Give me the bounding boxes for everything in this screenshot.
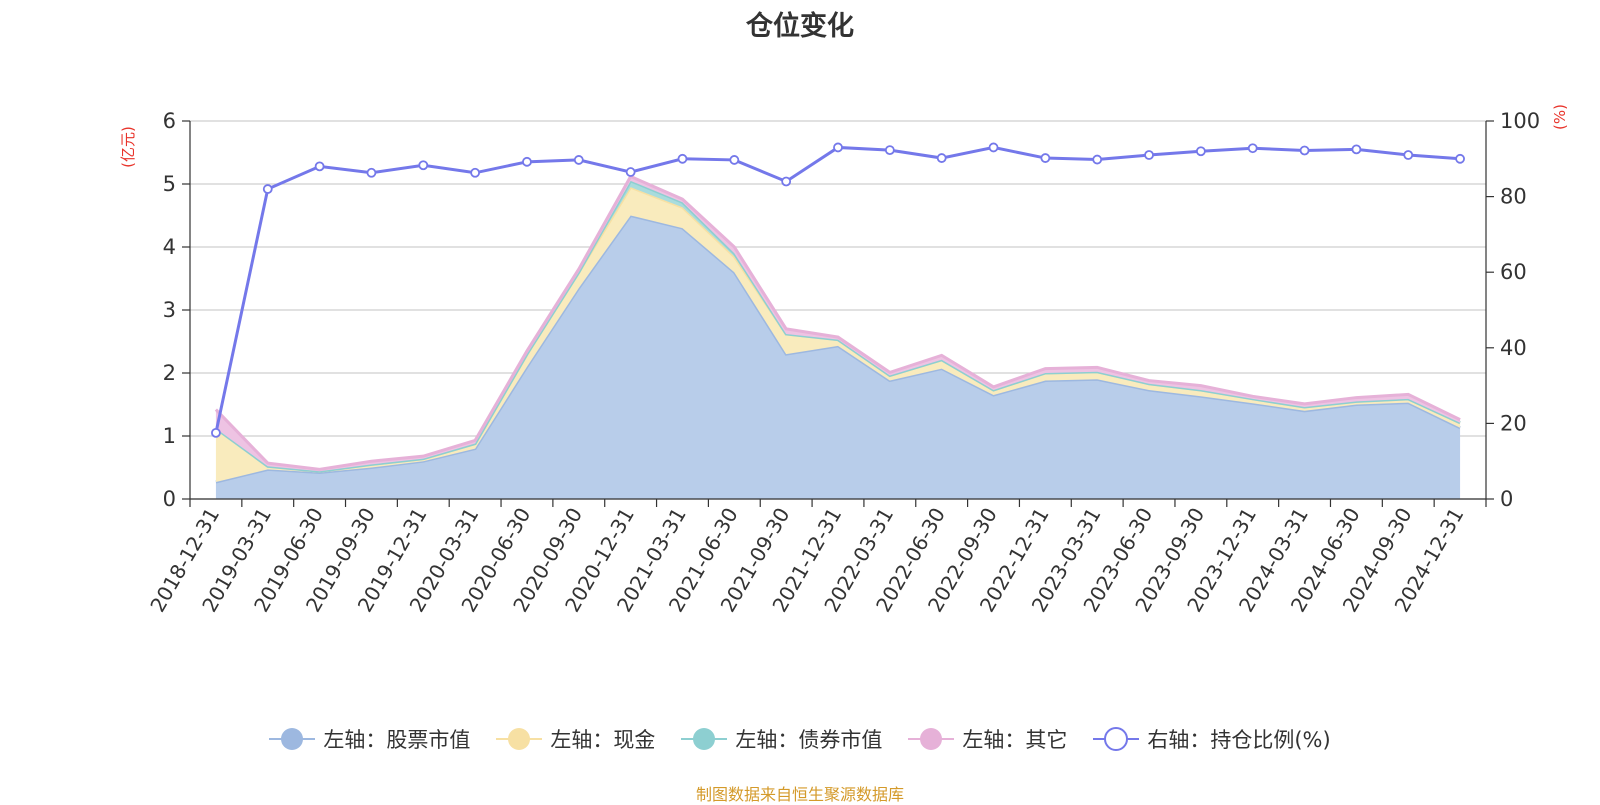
ratio-point — [833, 142, 843, 153]
legend-label: 左轴：现金 — [550, 728, 656, 752]
ratio-point — [1299, 145, 1310, 156]
ratio-point — [1247, 143, 1258, 154]
ratio-point — [573, 155, 584, 165]
chart-title: 仓位变化 — [746, 11, 854, 42]
legend-item[interactable]: 右轴：持仓比例(%) — [1093, 724, 1331, 754]
right-axis-unit: (%) — [1551, 104, 1569, 130]
ratio-point — [625, 167, 636, 177]
left-tick-label: 6 — [163, 109, 176, 133]
right-tick-label: 80 — [1500, 185, 1527, 209]
legend-symbol-icon — [1093, 727, 1140, 751]
legend-label: 左轴：债券市值 — [735, 728, 883, 752]
area-layer — [214, 174, 1461, 499]
ratio-point — [522, 156, 532, 167]
ratio-point — [729, 155, 740, 165]
ratio-point — [884, 145, 895, 156]
ratio-point — [1403, 150, 1414, 160]
left-axis-unit: (亿元) — [119, 126, 137, 168]
ratio-point — [262, 184, 273, 194]
ratio-point — [1144, 150, 1154, 160]
legend-item[interactable]: 左轴：股票市值 — [269, 724, 470, 754]
ratio-point — [211, 427, 221, 438]
area-series-1 — [215, 215, 1461, 499]
legend-item[interactable]: 左轴：其它 — [908, 724, 1067, 754]
legend-item[interactable]: 左轴：现金 — [496, 724, 655, 754]
line-layer — [211, 142, 1465, 438]
right-tick-label: 20 — [1500, 411, 1527, 435]
left-tick-label: 1 — [163, 424, 176, 448]
ratio-point — [366, 167, 377, 178]
right-tick-label: 100 — [1500, 109, 1540, 133]
left-tick-label: 2 — [163, 361, 176, 385]
ratio-point — [470, 167, 481, 178]
left-tick-label: 0 — [163, 487, 176, 511]
left-tick-label: 4 — [163, 235, 176, 259]
ratio-point — [1092, 154, 1103, 165]
right-tick-label: 0 — [1500, 487, 1513, 511]
left-tick-label: 5 — [163, 172, 176, 196]
ratio-point — [314, 161, 325, 172]
legend-symbol-icon — [496, 728, 543, 750]
ratio-point — [988, 142, 999, 153]
legend-label: 右轴：持仓比例(%) — [1147, 728, 1331, 752]
legend-symbol-icon — [269, 728, 316, 750]
ratio-point — [936, 153, 947, 163]
source-note: 制图数据来自恒生聚源数据库 — [695, 785, 904, 804]
ratio-point — [418, 160, 429, 171]
ratio-point — [1040, 153, 1051, 163]
legend-label: 左轴：其它 — [962, 728, 1068, 752]
ratio-point — [781, 176, 792, 187]
legend-item[interactable]: 左轴：债券市值 — [681, 724, 882, 754]
ratio-point — [1455, 153, 1465, 164]
ratio-point — [677, 153, 688, 164]
left-tick-label: 3 — [163, 298, 176, 322]
right-tick-label: 40 — [1500, 336, 1527, 360]
legend-symbol-icon — [681, 728, 728, 750]
legend-symbol-icon — [908, 728, 955, 750]
legend: 左轴：股票市值 左轴：现金 左轴：债券市值 左轴：其它 右轴：持仓比例(%) — [0, 724, 1600, 754]
area-series-edge-4 — [214, 174, 1461, 471]
legend-label: 左轴：股票市值 — [323, 728, 471, 752]
ratio-point — [1351, 144, 1362, 155]
ratio-point — [1195, 146, 1206, 157]
right-tick-label: 60 — [1500, 260, 1527, 284]
